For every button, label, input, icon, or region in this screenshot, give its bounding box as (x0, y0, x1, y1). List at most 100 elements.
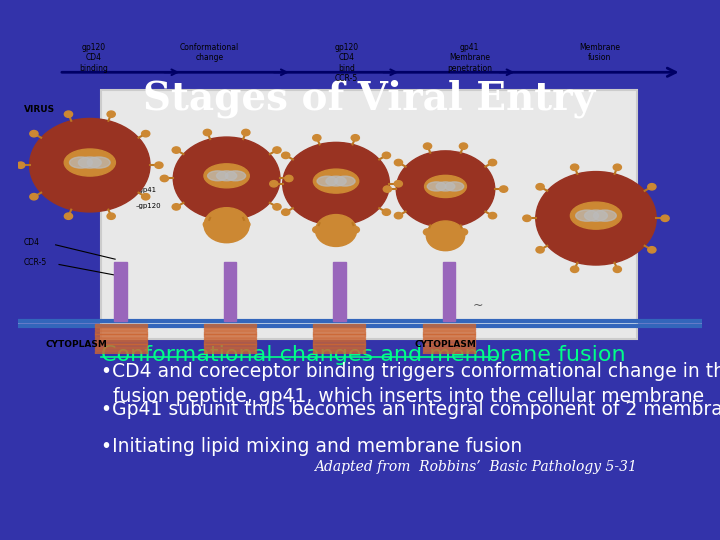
Bar (313, 331, 366, 334)
Text: CD4: CD4 (24, 238, 40, 247)
Circle shape (570, 266, 579, 273)
Bar (423, 328, 475, 330)
Bar (114, 262, 127, 321)
Circle shape (613, 266, 621, 273)
Text: Adapted from  Robbins’  Basic Pathology 5-31: Adapted from Robbins’ Basic Pathology 5-… (314, 461, 637, 474)
Circle shape (488, 159, 497, 166)
FancyBboxPatch shape (101, 90, 637, 339)
Bar (94, 348, 147, 350)
Bar (423, 345, 475, 347)
Circle shape (396, 151, 495, 227)
Bar (94, 325, 147, 327)
Text: gp41
Membrane
penetration: gp41 Membrane penetration (447, 43, 492, 73)
Bar (94, 345, 147, 347)
Bar (18, 321, 702, 326)
Ellipse shape (570, 202, 621, 229)
Bar (204, 334, 256, 337)
Circle shape (312, 227, 321, 233)
Circle shape (423, 229, 431, 235)
Text: CCR-5: CCR-5 (24, 258, 47, 267)
Circle shape (459, 143, 467, 150)
Bar (313, 325, 366, 327)
Bar (94, 331, 147, 334)
Ellipse shape (70, 157, 92, 168)
Circle shape (64, 111, 73, 117)
Circle shape (661, 215, 669, 221)
Bar (423, 338, 475, 340)
Text: gp120
CD4
bind
CCR-5: gp120 CD4 bind CCR-5 (334, 43, 359, 83)
Bar (313, 338, 366, 340)
Circle shape (423, 143, 431, 150)
Circle shape (273, 204, 281, 210)
Circle shape (488, 212, 497, 219)
Bar (313, 334, 366, 337)
Bar (333, 262, 346, 321)
Circle shape (142, 131, 150, 137)
Bar (204, 328, 256, 330)
Bar (313, 348, 366, 350)
Ellipse shape (317, 176, 337, 186)
Circle shape (312, 134, 321, 141)
Text: gp120
CD4
binding: gp120 CD4 binding (78, 43, 108, 73)
Text: •Initiating lipid mixing and membrane fusion: •Initiating lipid mixing and membrane fu… (101, 437, 523, 456)
Circle shape (426, 221, 464, 251)
Circle shape (107, 111, 115, 117)
Circle shape (382, 209, 390, 215)
Text: Stages of Viral Entry: Stages of Viral Entry (143, 79, 595, 118)
Ellipse shape (593, 210, 616, 221)
Bar (423, 325, 475, 327)
Text: CYTOPLASM: CYTOPLASM (415, 340, 477, 349)
Ellipse shape (64, 149, 115, 176)
Ellipse shape (436, 182, 455, 191)
Bar (204, 345, 256, 347)
Ellipse shape (576, 210, 598, 221)
Circle shape (172, 204, 181, 210)
Circle shape (648, 247, 656, 253)
Circle shape (613, 164, 621, 171)
Circle shape (17, 162, 24, 168)
Bar (443, 262, 455, 321)
Ellipse shape (87, 157, 110, 168)
Bar (94, 341, 147, 344)
Bar (204, 351, 256, 354)
Text: •Gp41 subunit thus becomes an integral component of 2 membranes: •Gp41 subunit thus becomes an integral c… (101, 400, 720, 419)
Ellipse shape (425, 176, 467, 198)
Circle shape (142, 193, 150, 200)
Bar (423, 348, 475, 350)
Ellipse shape (78, 157, 102, 168)
Circle shape (500, 186, 508, 192)
Circle shape (536, 172, 656, 265)
Ellipse shape (326, 176, 346, 186)
Ellipse shape (207, 171, 228, 181)
Bar (204, 338, 256, 340)
Bar (423, 331, 475, 334)
Ellipse shape (427, 182, 446, 191)
Circle shape (536, 247, 544, 253)
Circle shape (282, 209, 290, 215)
Circle shape (203, 129, 212, 136)
Circle shape (283, 143, 390, 225)
Bar (313, 351, 366, 354)
Bar (313, 328, 366, 330)
Bar (423, 341, 475, 344)
Ellipse shape (313, 169, 359, 193)
Circle shape (30, 118, 150, 212)
Circle shape (64, 213, 73, 219)
Circle shape (203, 221, 212, 228)
Circle shape (30, 131, 38, 137)
Circle shape (351, 227, 359, 233)
Circle shape (242, 129, 250, 136)
Text: VIRUS: VIRUS (24, 105, 55, 114)
Circle shape (459, 229, 467, 235)
Bar (313, 345, 366, 347)
Text: –gp41: –gp41 (135, 187, 157, 193)
Text: CYTOPLASM: CYTOPLASM (45, 340, 107, 349)
Bar (204, 341, 256, 344)
Ellipse shape (225, 171, 246, 181)
Circle shape (161, 176, 168, 181)
Bar (94, 334, 147, 337)
Circle shape (155, 162, 163, 168)
Bar (204, 348, 256, 350)
Circle shape (382, 152, 390, 159)
Circle shape (523, 215, 531, 221)
